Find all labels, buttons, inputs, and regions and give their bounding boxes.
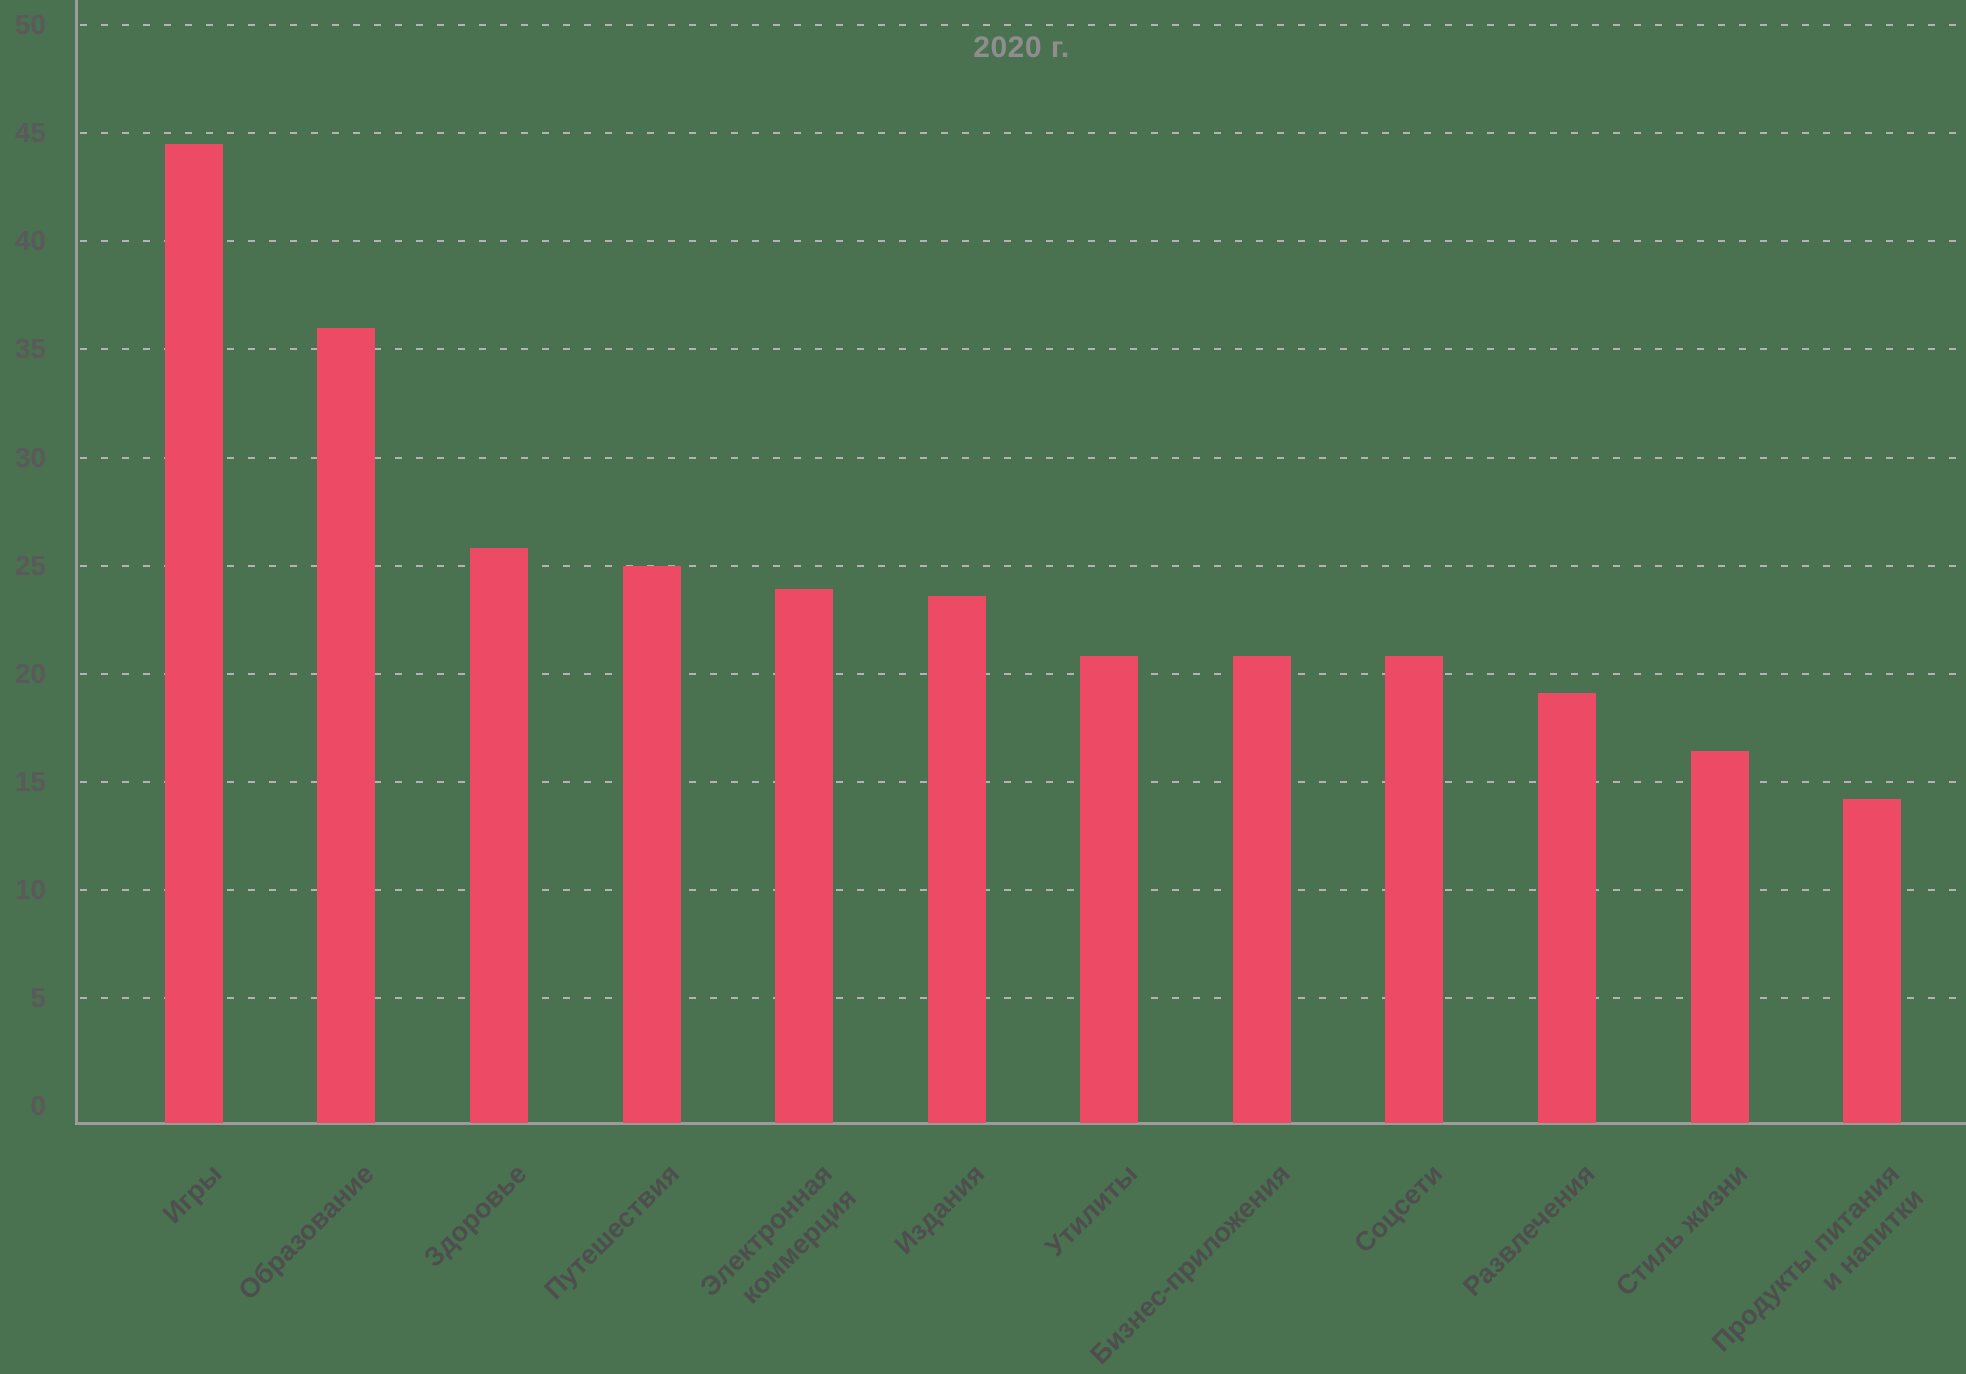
gridline	[80, 888, 1966, 891]
x-category-label: Здоровье	[418, 1158, 533, 1273]
x-category-label: Образование	[232, 1158, 380, 1306]
gridline	[80, 456, 1966, 459]
y-tick-label: 50	[14, 9, 46, 41]
y-tick-label: 40	[14, 225, 46, 257]
gridline	[80, 240, 1966, 243]
bar	[1537, 693, 1596, 1123]
gridline	[80, 672, 1966, 675]
bar	[927, 595, 986, 1123]
bar	[1080, 656, 1139, 1123]
y-tick-label: 20	[14, 657, 46, 689]
gridline	[80, 564, 1966, 567]
gridline	[80, 132, 1966, 135]
x-category-label: Развлечения	[1456, 1158, 1601, 1303]
chart-title: 2020 г.	[973, 31, 1070, 64]
x-axis-line	[75, 1122, 1966, 1125]
x-category-label: Игры	[156, 1158, 228, 1230]
bar	[775, 589, 834, 1123]
bar	[1232, 656, 1291, 1123]
bar	[469, 548, 528, 1123]
y-tick-label: 15	[14, 765, 46, 797]
y-tick-label: 0	[30, 1090, 46, 1121]
x-category-label: Соцсети	[1347, 1158, 1448, 1259]
bar	[622, 565, 681, 1123]
x-category-label: Утилиты	[1039, 1158, 1143, 1263]
gridline	[80, 996, 1966, 999]
x-category-label: Стиль жизни	[1609, 1158, 1754, 1302]
y-tick-label: 5	[30, 981, 46, 1013]
x-category-label: Электронная коммерция	[693, 1158, 862, 1310]
y-tick-label: 35	[14, 333, 46, 365]
y-axis-line	[75, 0, 78, 1124]
gridline	[80, 348, 1966, 351]
bar	[164, 144, 223, 1123]
y-tick-label: 45	[14, 117, 46, 149]
bar	[317, 327, 376, 1123]
y-tick-label: 10	[14, 873, 46, 905]
y-tick-label: 25	[14, 549, 46, 581]
bar	[1690, 751, 1749, 1123]
bar	[1843, 799, 1902, 1123]
gridline	[80, 780, 1966, 783]
y-tick-label: 30	[14, 441, 46, 473]
bar	[1385, 656, 1444, 1123]
gridline	[80, 24, 1966, 27]
x-category-label: Путешествия	[538, 1158, 686, 1306]
x-category-label: Издания	[888, 1158, 991, 1260]
